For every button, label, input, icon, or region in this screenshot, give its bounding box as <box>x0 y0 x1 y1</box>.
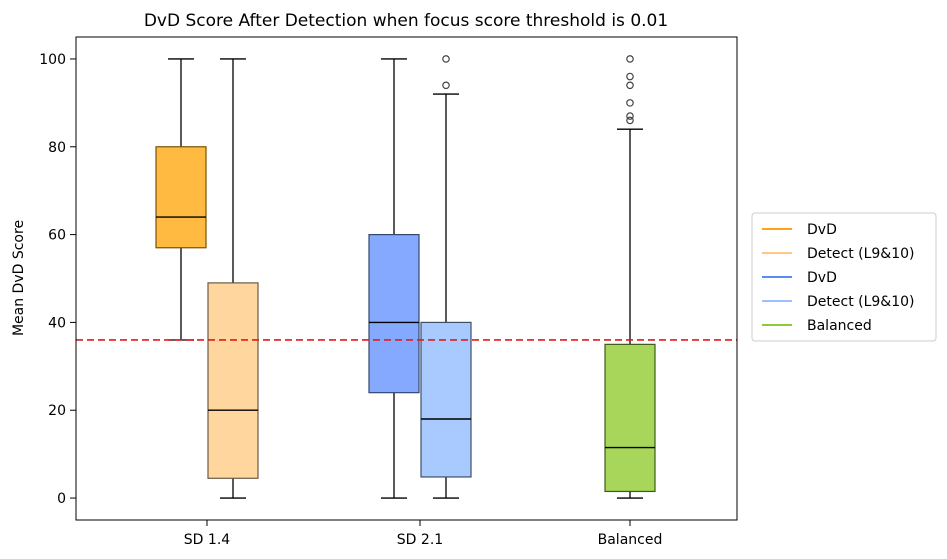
box-iqr <box>368 233 420 394</box>
outlier-point <box>442 81 450 90</box>
box-iqr <box>155 146 207 249</box>
legend-label: Detect (L9&10) <box>807 294 915 310</box>
y-axis-label: Mean DvD Score <box>11 220 27 336</box>
y-tick-label: 60 <box>48 228 66 244</box>
x-tick-label: Balanced <box>598 532 663 548</box>
y-tick-label: 20 <box>48 403 66 419</box>
x-tick-label: SD 2.1 <box>397 532 443 548</box>
box-group <box>368 58 420 499</box>
box-iqr <box>604 343 656 493</box>
legend-label: DvD <box>807 222 837 238</box>
outlier-point <box>626 99 634 107</box>
x-tick-label: SD 1.4 <box>184 532 230 548</box>
outlier-point <box>626 116 634 125</box>
outlier-point <box>626 81 634 90</box>
box-group <box>155 58 207 341</box>
legend-label: Detect (L9&10) <box>807 246 915 262</box>
box-group <box>420 55 472 499</box>
outlier-point <box>626 112 634 120</box>
legend-box <box>751 212 937 342</box>
y-tick-label: 40 <box>48 315 66 331</box>
legend: DvD Detect (L9&10) DvD Detect (L9&10) Balanc… <box>751 212 937 342</box>
outlier-point <box>442 55 450 63</box>
outlier-point <box>626 72 634 81</box>
y-tick-label: 0 <box>57 491 66 507</box>
plot-area: 0 20 40 60 80 100 SD 1.4 SD 2.1 Balanced <box>39 36 738 548</box>
legend-label: DvD <box>807 270 837 286</box>
outlier-point <box>626 55 634 63</box>
box-group <box>207 58 259 499</box>
box-iqr <box>420 321 472 478</box>
chart-title: DvD Score After Detection when focus sco… <box>144 11 668 31</box>
legend-label: Balanced <box>807 318 872 334</box>
plot-frame <box>75 36 738 521</box>
box-iqr <box>207 282 259 479</box>
y-tick-label: 80 <box>48 140 66 156</box>
y-tick-label: 100 <box>39 52 66 68</box>
box-group <box>604 55 656 499</box>
